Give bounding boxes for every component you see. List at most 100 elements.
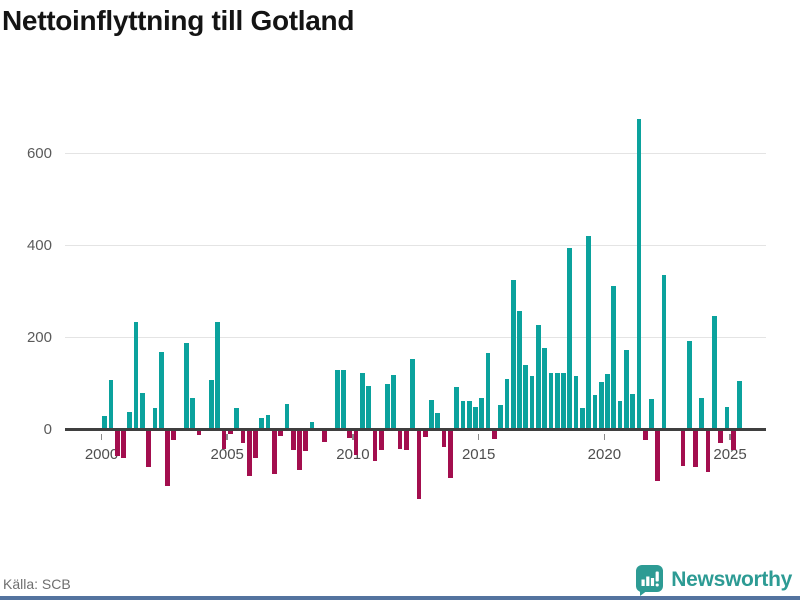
bar[interactable] (737, 380, 742, 430)
bar[interactable] (680, 430, 686, 466)
bar[interactable] (341, 369, 346, 430)
bar[interactable] (284, 404, 290, 430)
bar[interactable] (366, 386, 372, 430)
bar[interactable] (385, 384, 390, 430)
bar[interactable] (391, 375, 397, 430)
bar[interactable] (209, 379, 214, 430)
bar[interactable] (649, 399, 654, 430)
bar[interactable] (171, 430, 177, 441)
bar[interactable] (353, 430, 359, 456)
bar[interactable] (152, 408, 158, 430)
bar[interactable] (617, 401, 623, 430)
bar[interactable] (183, 343, 189, 430)
bar[interactable] (435, 412, 441, 430)
bar[interactable] (605, 374, 610, 430)
bar[interactable] (454, 387, 460, 430)
bar[interactable] (347, 430, 353, 438)
bar[interactable] (611, 285, 617, 430)
bar[interactable] (711, 316, 717, 430)
bar[interactable] (479, 397, 485, 430)
bar[interactable] (227, 430, 233, 434)
bar[interactable] (567, 247, 573, 430)
bar[interactable] (133, 322, 139, 430)
bar[interactable] (253, 430, 258, 458)
bar[interactable] (730, 430, 736, 450)
bar[interactable] (290, 430, 296, 450)
bar[interactable] (309, 422, 315, 430)
bar[interactable] (686, 340, 692, 430)
bar[interactable] (378, 430, 384, 450)
bar[interactable] (561, 372, 566, 430)
bar[interactable] (655, 430, 661, 481)
bar[interactable] (278, 430, 284, 437)
bar[interactable] (724, 406, 730, 430)
bar[interactable] (246, 430, 252, 477)
bar[interactable] (661, 274, 667, 430)
bar[interactable] (422, 430, 428, 438)
bar[interactable] (592, 395, 598, 430)
bar[interactable] (535, 325, 541, 430)
bar[interactable] (693, 430, 698, 467)
bar[interactable] (410, 359, 416, 430)
bar[interactable] (165, 430, 170, 487)
bar[interactable] (359, 372, 365, 430)
bar[interactable] (460, 401, 466, 430)
bar[interactable] (121, 430, 126, 459)
bar[interactable] (102, 415, 108, 430)
bar[interactable] (322, 430, 328, 442)
bar[interactable] (636, 118, 642, 430)
bar[interactable] (215, 322, 221, 430)
bar[interactable] (403, 430, 409, 450)
bar[interactable] (699, 397, 705, 430)
bar[interactable] (466, 401, 472, 430)
bar[interactable] (271, 430, 277, 475)
bar[interactable] (372, 430, 378, 461)
bar[interactable] (190, 397, 196, 430)
bar[interactable] (416, 430, 422, 500)
bar[interactable] (127, 412, 133, 430)
bar[interactable] (447, 430, 453, 479)
bar[interactable] (517, 311, 522, 430)
bar[interactable] (196, 430, 202, 435)
bar[interactable] (139, 393, 145, 430)
bar[interactable] (146, 430, 152, 468)
bar[interactable] (586, 235, 592, 430)
bar[interactable] (642, 430, 648, 441)
bar[interactable] (554, 372, 560, 430)
bar[interactable] (510, 280, 516, 430)
bar[interactable] (221, 430, 227, 449)
newsworthy-logo[interactable]: Newsworthy (635, 564, 792, 596)
bar[interactable] (259, 418, 265, 430)
bar[interactable] (705, 430, 711, 473)
bar[interactable] (265, 414, 271, 430)
bar[interactable] (491, 430, 497, 440)
bar[interactable] (429, 399, 434, 430)
bar[interactable] (441, 430, 447, 448)
bar[interactable] (630, 393, 636, 430)
bar[interactable] (623, 350, 629, 430)
bar[interactable] (548, 372, 554, 430)
bar[interactable] (297, 430, 302, 470)
bar[interactable] (114, 430, 120, 456)
bar[interactable] (718, 430, 724, 443)
bar[interactable] (579, 407, 585, 430)
x-axis-tick-label: 2025 (713, 446, 747, 463)
bar[interactable] (397, 430, 403, 449)
bar[interactable] (523, 365, 529, 430)
bar[interactable] (303, 430, 309, 452)
bar[interactable] (598, 381, 604, 430)
bar[interactable] (473, 406, 478, 430)
bar[interactable] (240, 430, 246, 444)
bar[interactable] (485, 353, 491, 430)
bar[interactable] (504, 378, 510, 430)
bar[interactable] (334, 369, 340, 430)
bar[interactable] (529, 376, 535, 430)
bar[interactable] (542, 348, 548, 430)
bar[interactable] (234, 407, 240, 430)
bottom-accent-strip (0, 596, 800, 600)
bar[interactable] (108, 380, 114, 430)
bar[interactable] (573, 376, 579, 430)
newsworthy-wordmark: Newsworthy (671, 568, 792, 591)
bar[interactable] (158, 352, 164, 430)
bar[interactable] (498, 405, 504, 430)
